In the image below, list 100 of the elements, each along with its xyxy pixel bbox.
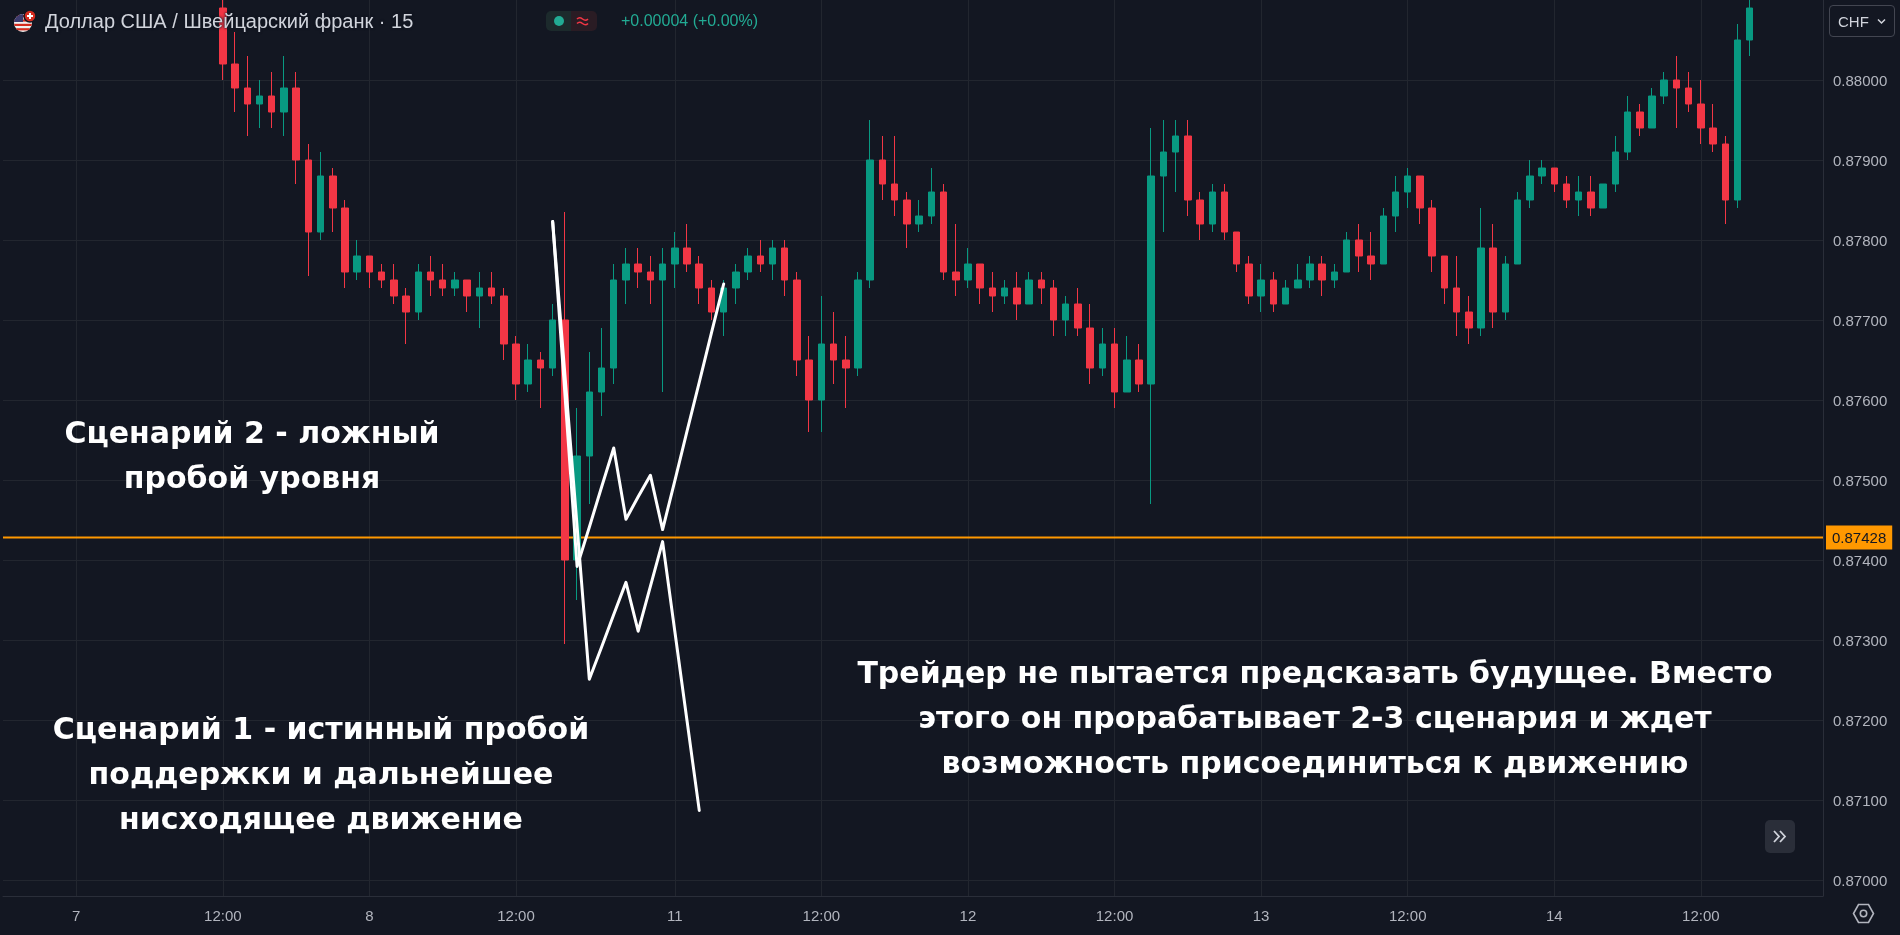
candlestick [1502,255,1509,321]
candlestick [524,343,532,393]
candlestick [1209,183,1216,233]
x-tick-label: 8 [365,907,374,924]
candlestick [1563,175,1570,209]
y-tick-label: 0.87900 [1833,151,1888,169]
candlestick [1196,191,1204,241]
candlestick [1453,255,1460,337]
y-tick-label: 0.87500 [1833,471,1888,489]
x-tick-label: 14 [1545,907,1563,924]
candlestick [366,255,373,289]
candlestick [952,223,960,297]
candlestick [915,199,923,233]
candlestick [1526,159,1534,209]
candlestick [353,239,361,281]
candlestick [1612,135,1619,193]
candlestick [781,239,788,297]
x-tick-label: 12:00 [802,907,841,924]
candlestick [1257,263,1265,313]
candlestick [1489,223,1497,329]
candlestick [634,247,642,289]
candlestick [1245,255,1253,305]
candlestick [683,223,691,273]
candlestick [280,55,288,137]
candlestick [1038,271,1045,305]
candlestick [1599,183,1607,209]
candlestick [512,335,520,401]
candlestick [439,263,446,297]
candlestick [1062,295,1069,337]
candlestick [451,271,459,297]
candlestick [647,255,654,305]
candlestick [1306,255,1314,289]
candlestick [292,71,300,185]
candlestick [842,335,850,409]
candlestick [879,135,886,201]
candlestick [1380,207,1387,265]
candlestick [1575,175,1582,217]
candlestick [1428,199,1436,273]
candlestick [268,71,275,129]
candlestick [989,271,996,313]
candlestick [866,119,874,289]
x-tick-label: 12:00 [497,907,535,924]
y-axis-title: CHF [1838,13,1869,30]
candlestick [1123,335,1131,393]
candlestick [1624,95,1631,161]
candlestick [1135,343,1143,393]
candlestick [1221,183,1228,241]
candlestick [1111,327,1118,409]
x-tick-label: 12:00 [1095,907,1134,924]
candlestick [476,271,483,329]
candlestick [708,279,715,321]
candlestick [1587,175,1595,217]
candlestick [732,263,740,305]
candlestick [1416,175,1424,225]
text: +0.00004 (+0.00%) [621,12,758,30]
x-tick-label: 12 [959,907,977,924]
candlestick [830,311,837,385]
candlestick [549,303,556,377]
x-tick-label: 7 [72,907,81,924]
candlestick [1465,295,1473,345]
candlestick [1355,223,1363,273]
y-tick-label: 0.87200 [1833,711,1888,729]
candlestick [964,247,972,289]
candlestick [891,135,898,217]
y-tick-label: 0.88000 [1833,71,1888,89]
candlestick [1343,231,1350,273]
candlestick [1514,191,1521,265]
candlestick [1441,255,1448,305]
annotation: Сценарий 1 - истинный пробой поддержки и дальнейшее нисходящее движение [52,710,590,838]
candlestick [1318,255,1326,297]
candlestick [1147,127,1155,505]
candlestick [1184,119,1192,217]
candlestick [402,287,410,345]
candlestick [940,183,947,281]
y-tick-label: 0.87300 [1833,631,1888,649]
candlestick [1404,167,1411,209]
ref-line-label: 0.87428 [1832,529,1887,547]
candlestick [1172,119,1179,193]
candlestick [317,151,324,241]
annotation: Трейдер не пытается предсказать будущее. Вместо этого он прорабатывает 2-3 сценария и ждет возможность присоединиться к движению [857,654,1773,782]
candlestick [928,167,935,225]
candlestick [390,263,398,305]
candlestick [1734,23,1741,209]
candlestick [1025,271,1033,305]
x-tick-label: 12:00 [1388,907,1427,924]
candlestick [1001,279,1008,305]
candlestick [244,55,251,137]
candlestick [659,247,666,393]
candlestick [1709,103,1717,153]
candlestick [1270,271,1277,313]
candlestick [341,199,349,289]
candlestick [378,263,385,289]
candlestick [671,231,679,289]
candlestick [793,271,801,377]
candlestick [1050,279,1057,337]
candlestick [1367,231,1375,281]
candlestick [903,191,911,249]
candlestick [1477,207,1485,337]
candlestick [744,247,752,281]
candlestick [1551,167,1558,193]
